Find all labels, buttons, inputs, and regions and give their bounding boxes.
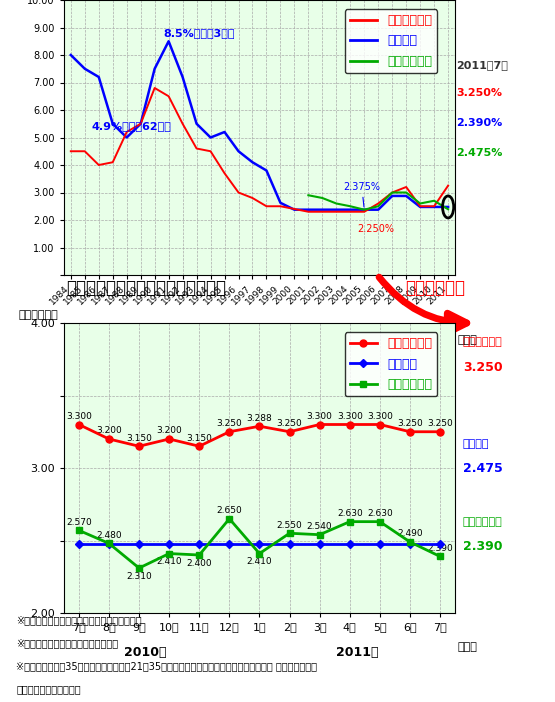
Text: 2011年: 2011年 [336,647,379,659]
Text: 2.630: 2.630 [367,509,393,518]
Legend: ３年固定金利, 変動金利, フラット３５: ３年固定金利, 変動金利, フラット３５ [345,9,437,73]
Text: 3.150: 3.150 [186,434,212,443]
Text: 3.200: 3.200 [157,426,182,435]
Text: 2.475%: 2.475% [456,149,502,159]
Text: 3.200: 3.200 [96,426,122,435]
Text: 2011年7月: 2011年7月 [456,60,508,70]
Text: 3.150: 3.150 [126,434,152,443]
Text: フラット３５: フラット３５ [463,517,503,527]
Text: 3.250: 3.250 [216,419,242,428]
Text: 3.250: 3.250 [277,419,302,428]
Text: 2.650: 2.650 [216,506,242,515]
Text: 2.475: 2.475 [463,462,503,475]
Text: 3.300: 3.300 [66,412,92,421]
Text: 3.250: 3.250 [427,419,453,428]
Text: 2.540: 2.540 [307,522,332,531]
Text: 3.300: 3.300 [307,412,332,421]
Text: ※主要都市銀行における金利を掲載。: ※主要都市銀行における金利を掲載。 [17,638,119,648]
Text: 2.390%: 2.390% [456,118,502,128]
Text: ※最新のフラット35の金利は、返済期間21～35年タイプの金利の内、取り扱い金融機関が 提供する金利で: ※最新のフラット35の金利は、返済期間21～35年タイプの金利の内、取り扱い金融… [17,661,317,671]
Text: 3.250: 3.250 [397,419,423,428]
Legend: ３年固定金利, 変動金利, フラット３５: ３年固定金利, 変動金利, フラット３５ [345,332,437,396]
Text: 2.390: 2.390 [463,541,502,553]
Text: 2.390: 2.390 [427,544,453,553]
Text: ３年固定金利: ３年固定金利 [463,338,503,347]
Text: 2.410: 2.410 [157,557,182,567]
Text: 2.630: 2.630 [337,509,362,518]
Text: 2.550: 2.550 [277,521,302,529]
Text: 変動金利: 変動金利 [463,439,490,449]
Text: 2.410: 2.410 [246,557,273,567]
Text: 2.400: 2.400 [186,559,212,568]
Text: （年）: （年） [457,642,477,652]
Text: （年率・％）: （年率・％） [19,310,59,320]
Text: 2.570: 2.570 [66,518,92,526]
Text: 民間金融機関の住宅ローン金利推移: 民間金融機関の住宅ローン金利推移 [67,279,226,297]
Text: 3.288: 3.288 [246,413,273,423]
Text: 2010年: 2010年 [124,647,166,659]
Text: 2.490: 2.490 [397,529,423,538]
Text: 3.300: 3.300 [367,412,393,421]
Text: 最も多いものを表示。: 最も多いものを表示。 [17,684,81,694]
Text: 4.9%（昭和62年）: 4.9%（昭和62年） [92,121,171,131]
Text: 2.375%: 2.375% [344,182,380,207]
Text: 2.480: 2.480 [96,531,122,540]
Text: （年）: （年） [457,336,477,345]
Text: 3.300: 3.300 [337,412,363,421]
Text: 最近１２ヶ月: 最近１２ヶ月 [405,279,465,297]
Text: 3.250%: 3.250% [456,88,502,98]
Text: 3.250: 3.250 [463,361,502,373]
Text: 8.5%（平成3年）: 8.5%（平成3年） [163,28,235,38]
Text: ※住宅金融支援機構公表のデータを元に編集。: ※住宅金融支援機構公表のデータを元に編集。 [17,615,142,625]
Text: 2.250%: 2.250% [357,225,394,234]
Text: 2.310: 2.310 [126,571,152,581]
